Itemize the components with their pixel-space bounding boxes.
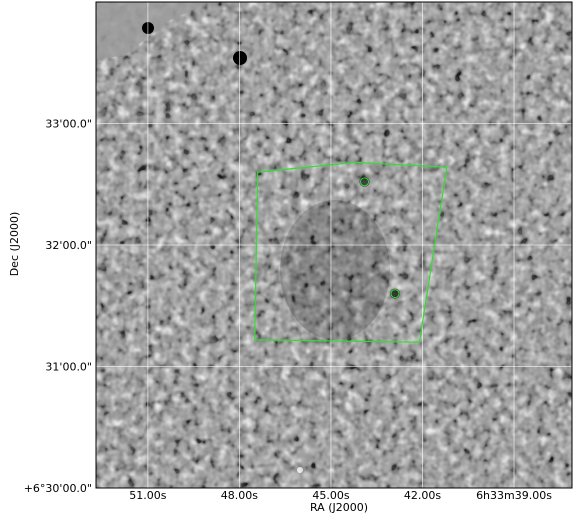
x-axis-tick-labels: 51.00s 48.00s 45.00s 42.00s 6h33m39.00s xyxy=(129,489,552,502)
noise-speckle xyxy=(297,467,303,473)
plot-area xyxy=(96,2,572,488)
x-tick-label: 51.00s xyxy=(129,489,166,502)
region-polygon xyxy=(254,161,448,343)
x-tick-label: 45.00s xyxy=(312,489,349,502)
x-tick-label: 6h33m39.00s xyxy=(476,489,552,502)
y-tick-label: 32'00.0" xyxy=(45,239,92,252)
plot-frame xyxy=(95,1,573,489)
region-circle xyxy=(360,177,370,187)
emission-region-shading xyxy=(280,200,390,340)
y-tick-label: 31'00.0" xyxy=(45,361,92,374)
bright-source-marker xyxy=(233,51,247,65)
x-axis-label: RA (J2000) xyxy=(310,501,368,513)
point-source xyxy=(390,288,401,299)
y-tick-label: 33'00.0" xyxy=(45,118,92,131)
coordinate-grid xyxy=(96,2,572,488)
y-axis-tick-labels: +6°30'00.0" 31'00.0" 32'00.0" 33'00.0" xyxy=(24,118,92,496)
x-tick-label: 42.00s xyxy=(404,489,441,502)
y-axis-label: Dec (J2000) xyxy=(8,212,21,277)
region-circle xyxy=(390,289,400,299)
y-tick-label: +6°30'00.0" xyxy=(24,482,92,495)
point-source xyxy=(359,176,370,187)
region-overlays xyxy=(254,161,448,343)
x-tick-label: 48.00s xyxy=(221,489,258,502)
